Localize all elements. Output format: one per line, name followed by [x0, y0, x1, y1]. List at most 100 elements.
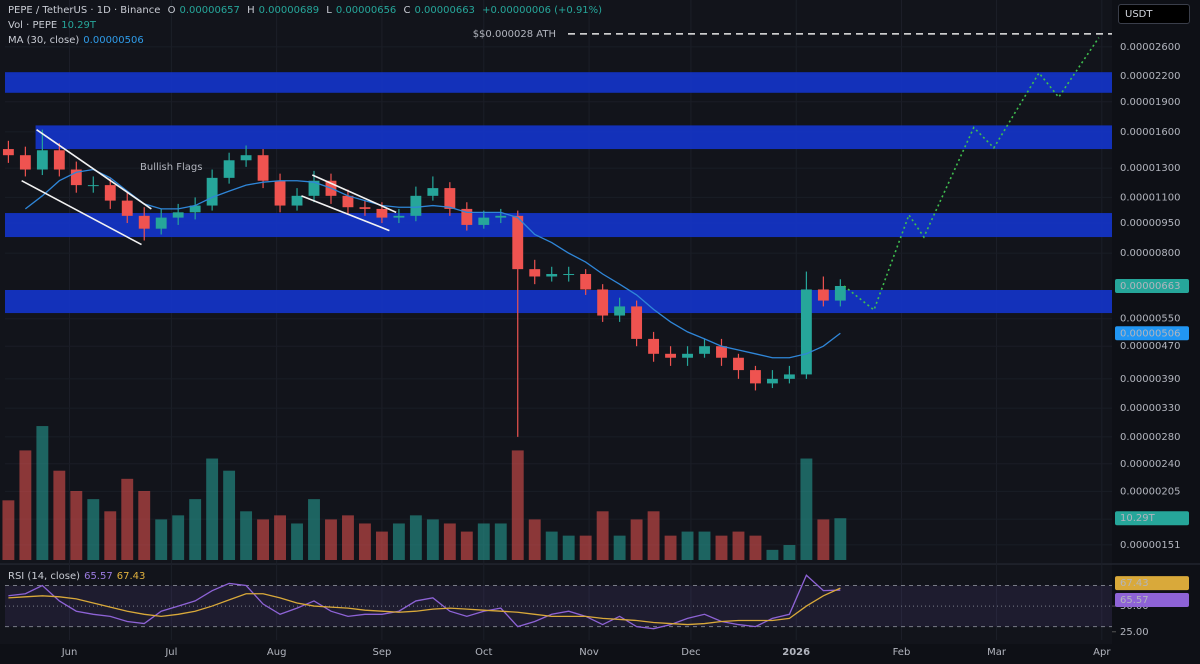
flag-line — [301, 195, 390, 232]
candle-body — [87, 185, 99, 187]
volume-bar — [121, 478, 134, 560]
y-tick-label: 0.00000240 — [1120, 459, 1180, 470]
candle-body — [699, 346, 710, 354]
candle-body — [716, 346, 727, 358]
volume-bar — [596, 511, 609, 560]
volume-bar — [494, 523, 507, 560]
ma-name: MA (30, close) — [8, 35, 80, 46]
volume-name: Vol · PEPE — [8, 20, 58, 31]
candle-body — [138, 215, 150, 229]
volume-bar — [104, 511, 117, 560]
volume-box — [1115, 511, 1189, 526]
volume-bar — [477, 523, 490, 560]
y-tick-label: 0.00000390 — [1120, 374, 1180, 385]
x-tick-label: Nov — [579, 647, 599, 658]
candle-body — [19, 155, 31, 170]
currency-button[interactable]: USDT — [1118, 4, 1190, 24]
candle-body — [461, 208, 473, 225]
y-tick-label: 0.00000151 — [1120, 540, 1180, 551]
volume-bar — [189, 499, 202, 560]
volume-bar — [613, 535, 626, 560]
volume-bar — [375, 531, 388, 560]
volume-bar — [87, 499, 100, 560]
volume-bar — [545, 531, 558, 560]
candle-body — [257, 155, 269, 181]
y-tick-label: 0.00002600 — [1120, 42, 1180, 53]
ohlc-key: O — [167, 5, 176, 16]
y-tick-label: 0.00000280 — [1120, 432, 1180, 443]
x-tick-label: Aug — [267, 647, 287, 658]
volume-bar — [155, 519, 168, 560]
candle-body — [2, 149, 14, 156]
ohlc-value: 0.00000689 — [258, 5, 320, 16]
y-tick-label: 0.00000950 — [1120, 218, 1180, 229]
ohlc-key: H — [247, 5, 255, 16]
candle-body — [766, 378, 778, 384]
volume-bar — [409, 515, 422, 560]
projection-line — [843, 37, 1100, 312]
candle-body — [172, 212, 184, 218]
rsi-ma-value: 67.43 — [116, 571, 146, 582]
volume-bar — [766, 549, 779, 560]
x-tick-label: Jun — [61, 647, 78, 658]
ma-box — [1115, 326, 1189, 341]
volume-bar — [681, 531, 694, 560]
volume-bar — [274, 515, 286, 560]
volume-bar — [783, 544, 796, 560]
candle-body — [478, 217, 490, 225]
candle-body — [682, 353, 693, 358]
volume-bar — [138, 491, 151, 560]
volume-bar — [579, 535, 592, 560]
volume-bar — [528, 519, 541, 560]
rsi-tick-label: 25.00 — [1120, 627, 1149, 638]
candle-body — [834, 285, 846, 301]
volume-bar — [359, 523, 371, 560]
volume-bar — [53, 470, 66, 560]
x-tick-label: Feb — [893, 647, 911, 658]
candle-body — [750, 370, 761, 384]
candle-body — [308, 180, 320, 196]
ohlc-value: 0.00000657 — [179, 5, 240, 16]
rsi-legend: RSI (14, close) 65.57 67.43 — [8, 571, 149, 582]
volume-bar — [291, 523, 303, 560]
volume-bar — [749, 535, 762, 560]
volume-legend: Vol · PEPE 10.29T — [8, 20, 100, 31]
ohlc-key: L — [326, 5, 332, 16]
volume-bar — [342, 515, 354, 560]
volume-bar — [443, 523, 456, 560]
candle-body — [359, 207, 371, 209]
candle-body — [206, 177, 218, 206]
flag-line — [21, 180, 142, 246]
zone — [35, 125, 1112, 150]
volume-bar — [511, 450, 524, 560]
price-label: 0.00000663 — [1120, 281, 1180, 292]
ohlc-key: C — [403, 5, 411, 16]
ma-legend: MA (30, close) 0.00000506 — [8, 35, 148, 46]
volume-bar — [426, 519, 439, 560]
volume-bar — [562, 535, 575, 560]
volume-bar — [698, 531, 711, 560]
volume-bar — [325, 519, 337, 560]
volume-bar — [460, 531, 473, 560]
ma-value: 0.00000506 — [83, 35, 144, 46]
candle-body — [529, 269, 541, 277]
y-tick-label: 0.00002200 — [1120, 71, 1180, 82]
volume-bar — [172, 515, 185, 560]
ma-label: 0.00000506 — [1120, 328, 1180, 339]
volume-bar — [647, 511, 660, 560]
volume-bar — [206, 458, 219, 560]
volume-bar — [664, 535, 677, 560]
y-tick-label: 0.00001600 — [1120, 127, 1180, 138]
volume-bar — [715, 535, 728, 560]
y-tick-label: 0.00000800 — [1120, 248, 1180, 259]
volume-bar — [36, 426, 49, 560]
volume-bar — [817, 519, 830, 560]
flag-line — [311, 174, 397, 214]
x-tick-label: Dec — [681, 647, 700, 658]
ma-line — [24, 168, 841, 359]
volume-label: 10.29T — [1120, 513, 1156, 524]
candle-body — [783, 374, 795, 379]
zone — [5, 72, 1112, 93]
rsi-ma-label: 67.43 — [1120, 578, 1149, 589]
